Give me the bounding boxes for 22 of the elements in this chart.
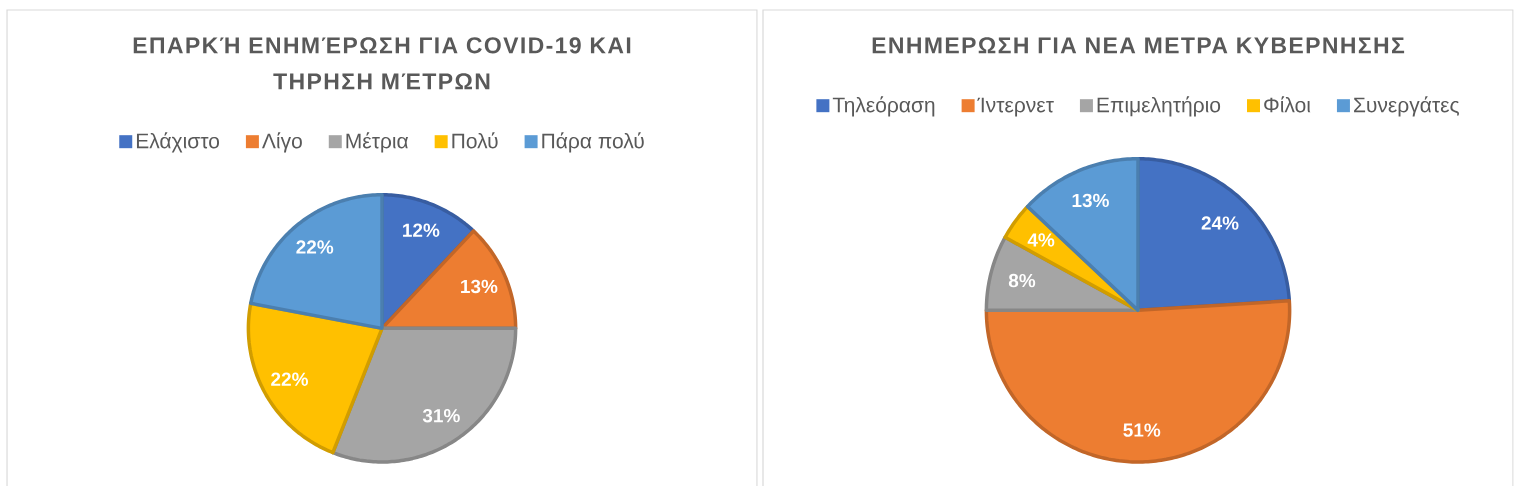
chart-title: ΕΠΑΡΚΉ ΕΝΗΜΈΡΩΣΗ ΓΙΑ COVID-19 ΚΑΙ ΤΗΡΗΣΗ ΜΈΤΡΩΝ — [133, 37, 631, 90]
legend-label: Ίντερνετ — [977, 97, 1054, 117]
legend-label: Μέτρια — [346, 132, 409, 153]
legend-label: Επιμελητήριο — [1097, 96, 1221, 117]
chart-title: ΕΝΗΜΕΡΩΣΗ ΓΙΑ ΝΕΑ ΜΕΤΡΑ ΚΥΒΕΡΝΗΣΗΣ — [872, 37, 1405, 54]
legend-label: Λίγο — [262, 132, 302, 153]
data-label: 31% — [422, 408, 460, 423]
data-label: 4% — [1027, 233, 1055, 247]
data-label: 24% — [1201, 216, 1239, 230]
legend-label: Συνεργάτες — [1354, 96, 1459, 117]
data-label: 22% — [271, 372, 309, 386]
data-label: 22% — [296, 240, 334, 254]
data-label: 8% — [1008, 273, 1036, 288]
data-label: 51% — [1123, 423, 1161, 437]
legend-label: Φίλοι — [1264, 96, 1311, 113]
data-label: 13% — [461, 279, 498, 294]
legend-label: Τηλεόραση — [832, 96, 935, 117]
legend-label: Ελάχιστο — [136, 132, 220, 153]
legend-label: Πάρα πολύ — [542, 132, 644, 153]
data-label: 12% — [403, 223, 440, 237]
legend-label: Πολύ — [452, 132, 498, 149]
data-label: 13% — [1072, 193, 1109, 208]
